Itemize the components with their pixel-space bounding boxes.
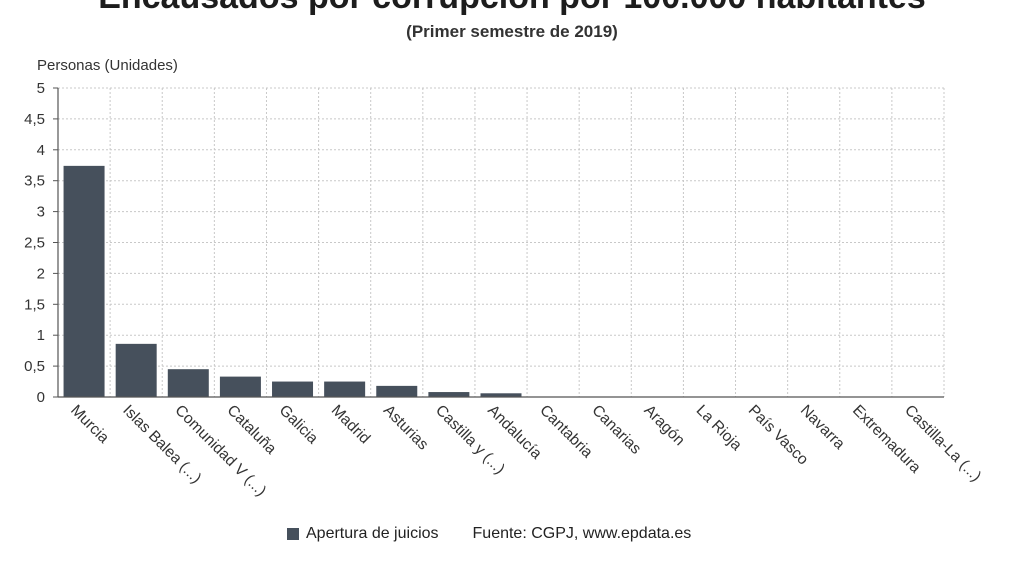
x-tick-label: La Rioja: [693, 402, 746, 455]
y-tick-label: 4: [37, 142, 45, 159]
bar-1: [63, 165, 105, 397]
bar-9: [480, 393, 522, 397]
chart-title: Encausados por corrupción por 100.000 ha…: [0, 0, 1024, 17]
y-tick-label: 3: [37, 204, 45, 221]
legend-series-label: Apertura de juicios: [306, 525, 439, 542]
y-tick-label: 1,5: [24, 296, 45, 313]
y-tick-label: 0: [37, 389, 45, 406]
x-tick-label: Canarias: [588, 402, 644, 458]
bar-7: [376, 385, 418, 397]
legend: Apertura de juicios Fuente: CGPJ, www.ep…: [287, 525, 691, 543]
chart-subtitle: (Primer semestre de 2019): [406, 22, 618, 41]
bar-2: [115, 343, 157, 397]
x-tick-label: Asturias: [380, 402, 432, 454]
x-tick-label: Madrid: [328, 402, 374, 448]
bar-5: [272, 381, 314, 397]
y-tick-label: 1: [37, 327, 45, 344]
y-tick-label: 3,5: [24, 173, 45, 190]
x-tick-label: Galicia: [276, 402, 322, 448]
bar-3: [167, 369, 209, 397]
legend-swatch: [287, 528, 299, 540]
y-axis-label: Personas (Unidades): [37, 57, 178, 74]
source-note: Fuente: CGPJ, www.epdata.es: [472, 525, 692, 542]
bar-4: [219, 376, 261, 397]
x-tick-label: Aragón: [641, 402, 688, 449]
y-tick-label: 5: [37, 80, 45, 97]
x-tick-label: Navarra: [797, 402, 848, 453]
x-tick-label: Comunidad V (...): [171, 402, 269, 500]
x-tick-label: Murcia: [67, 402, 112, 447]
y-tick-label: 2: [37, 265, 45, 282]
x-tick-label: Cantabria: [536, 402, 596, 462]
bar-8: [428, 392, 470, 397]
y-tick-label: 0,5: [24, 358, 45, 375]
bar-6: [324, 381, 366, 397]
y-tick-label: 4,5: [24, 111, 45, 128]
y-tick-label: 2,5: [24, 235, 45, 252]
